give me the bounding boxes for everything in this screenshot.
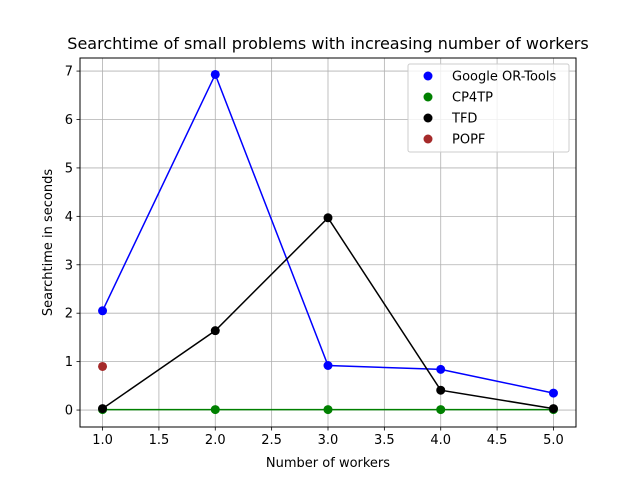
- legend-marker: [423, 71, 433, 81]
- legend-marker: [423, 134, 433, 144]
- legend-marker: [423, 92, 433, 102]
- legend-label: POPF: [452, 133, 485, 148]
- data-point: [210, 405, 220, 415]
- data-point: [98, 306, 108, 316]
- legend-label: Google OR-Tools: [452, 70, 556, 85]
- legend-label: TFD: [451, 112, 477, 127]
- x-tick-label: 4.0: [430, 433, 451, 448]
- y-tick-label: 7: [65, 65, 73, 80]
- data-point: [98, 404, 108, 414]
- axis-ticks: 1.0 1.5 2.0 2.5 3.0 3.5 4.0 4.5 5.0 0 1 2 3 4 5 6 7: [65, 65, 564, 448]
- data-point: [436, 364, 446, 374]
- chart-title: Searchtime of small problems with increa…: [67, 34, 588, 53]
- x-tick-label: 3.5: [374, 433, 395, 448]
- y-tick-label: 6: [65, 113, 73, 128]
- x-tick-label: 2.5: [261, 433, 282, 448]
- data-point: [323, 361, 333, 370]
- y-tick-label: 3: [65, 258, 73, 273]
- x-tick-label: 3.0: [318, 433, 339, 448]
- legend: Google OR-Tools CP4TP TFD POPF: [407, 63, 570, 153]
- data-point: [436, 405, 446, 415]
- plot-frame: [79, 57, 577, 428]
- data-point: [548, 388, 558, 398]
- y-axis-label: Searchtime in seconds: [41, 169, 56, 317]
- x-tick-label: 1.5: [149, 433, 170, 448]
- y-tick-label: 2: [65, 307, 73, 322]
- legend-box: [407, 63, 570, 153]
- data-point: [323, 405, 333, 415]
- legend-marker: [423, 113, 433, 123]
- y-tick-label: 1: [65, 355, 73, 370]
- legend-label: CP4TP: [452, 91, 493, 106]
- data-point: [98, 361, 108, 371]
- data-series: [98, 69, 558, 415]
- x-tick-label: 5.0: [543, 433, 564, 448]
- y-tick-label: 5: [65, 161, 73, 176]
- y-tick-label: 4: [65, 210, 73, 225]
- data-point: [436, 385, 446, 395]
- x-tick-label: 4.5: [487, 433, 508, 448]
- x-tick-label: 2.0: [205, 433, 226, 448]
- x-tick-label: 1.0: [92, 433, 113, 448]
- data-point: [323, 213, 333, 223]
- data-point: [210, 326, 220, 336]
- data-point: [548, 404, 558, 414]
- data-point: [210, 69, 220, 79]
- y-tick-label: 0: [65, 404, 73, 419]
- x-axis-label: Number of workers: [266, 456, 390, 471]
